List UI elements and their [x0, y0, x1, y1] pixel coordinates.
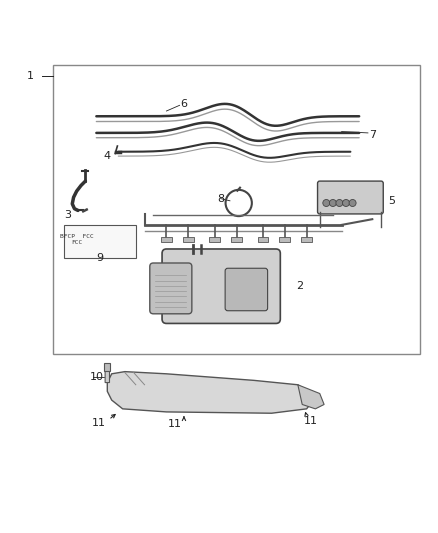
Text: 5: 5 [389, 196, 396, 206]
Text: FCC: FCC [71, 240, 82, 245]
Bar [279, 237, 290, 243]
Text: 3: 3 [64, 210, 71, 220]
Polygon shape [107, 372, 315, 413]
Text: 11: 11 [168, 419, 182, 429]
Text: 9: 9 [96, 253, 103, 263]
Circle shape [336, 199, 343, 206]
Circle shape [343, 199, 350, 206]
Text: 11: 11 [92, 418, 106, 428]
Text: 6: 6 [180, 100, 187, 109]
Circle shape [329, 199, 336, 206]
Bar [183, 237, 194, 243]
Text: BFCP  FCC: BFCP FCC [60, 234, 94, 239]
FancyBboxPatch shape [162, 249, 280, 324]
Polygon shape [105, 367, 110, 383]
FancyBboxPatch shape [150, 263, 192, 314]
Text: 1: 1 [27, 71, 34, 81]
Bar [209, 237, 220, 243]
FancyBboxPatch shape [225, 268, 268, 311]
Text: 4: 4 [104, 151, 111, 161]
Text: 10: 10 [89, 372, 103, 382]
Circle shape [349, 199, 356, 206]
Polygon shape [298, 385, 324, 409]
Text: 2: 2 [297, 281, 304, 291]
Bar [53, 65, 420, 354]
Bar [258, 237, 268, 243]
FancyBboxPatch shape [318, 181, 383, 214]
Text: 7: 7 [369, 130, 376, 140]
Polygon shape [104, 363, 110, 371]
Bar [161, 237, 172, 243]
Bar [301, 237, 312, 243]
Circle shape [323, 199, 330, 206]
Bar [64, 225, 136, 258]
Bar [231, 237, 242, 243]
Text: 8: 8 [218, 193, 225, 204]
Text: 11: 11 [304, 416, 318, 426]
